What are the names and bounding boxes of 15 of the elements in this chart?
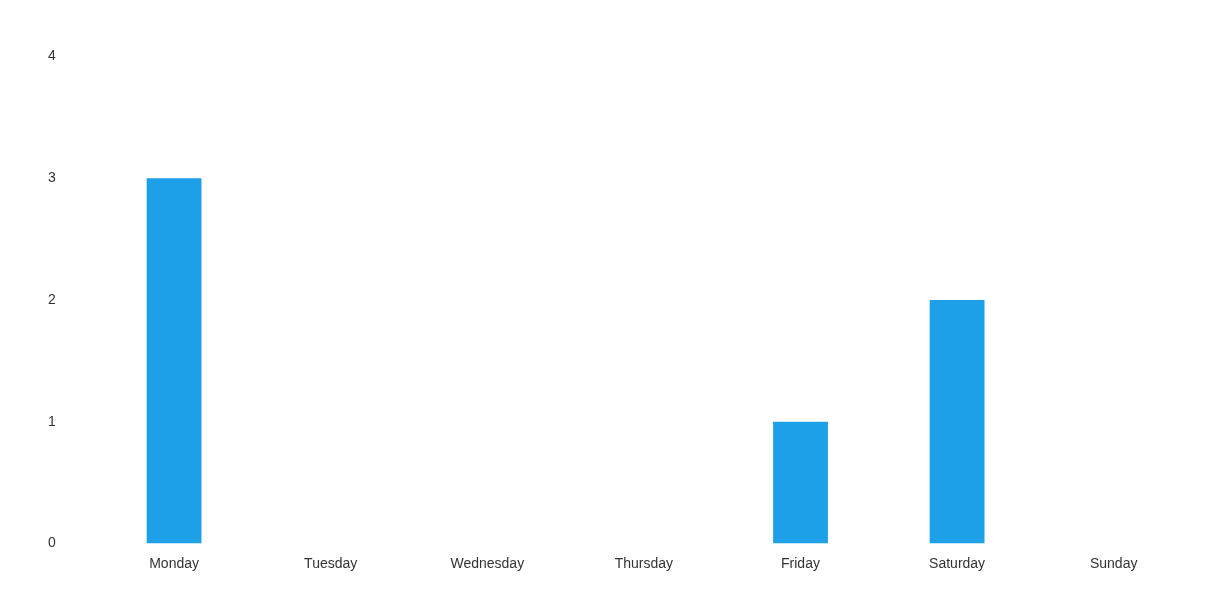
x-tick-label: Monday [149, 554, 199, 571]
bar [929, 300, 985, 544]
x-tick-label: Thursday [614, 554, 674, 571]
x-tick-label: Tuesday [304, 554, 358, 571]
x-tick-label: Saturday [929, 554, 986, 571]
bar [773, 421, 828, 544]
x-tick-label: Wednesday [450, 554, 525, 571]
y-tick-label: 1 [47, 412, 56, 429]
y-tick-label: 2 [47, 290, 56, 307]
x-tick-label: Sunday [1089, 554, 1138, 571]
x-tick-label: Friday [781, 554, 820, 571]
y-tick-label: 0 [47, 534, 56, 551]
y-tick-label: 3 [47, 169, 56, 186]
bar [146, 178, 202, 544]
y-tick-label: 4 [47, 47, 56, 64]
